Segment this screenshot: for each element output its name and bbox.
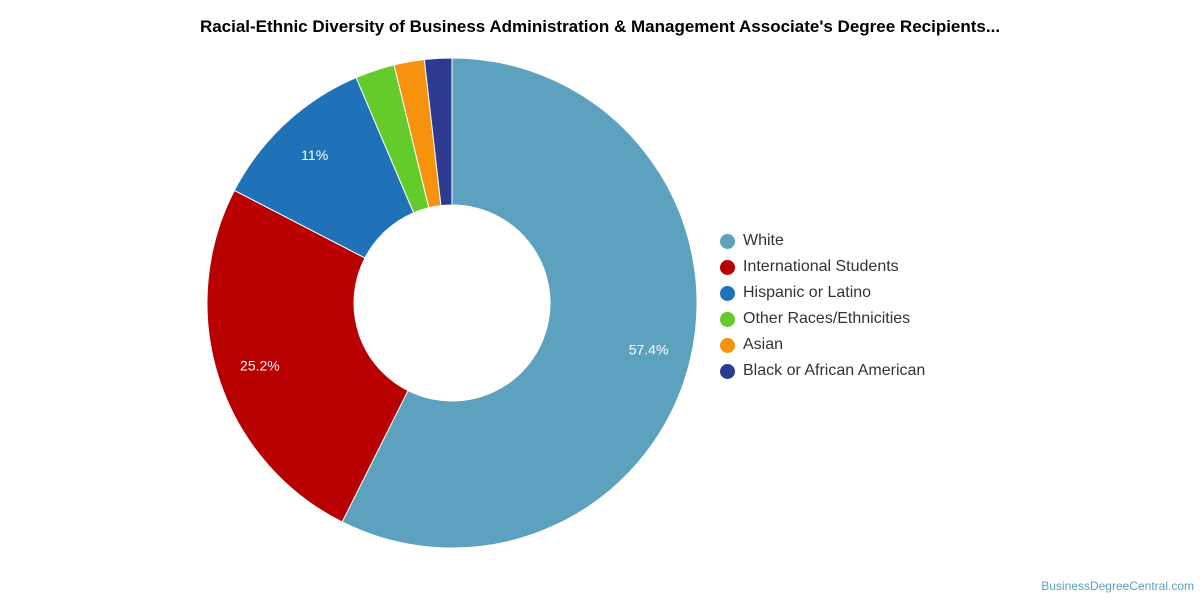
pie-slice[interactable] — [206, 189, 409, 523]
legend-item[interactable]: International Students — [720, 254, 925, 280]
legend-label: Other Races/Ethnicities — [743, 310, 911, 327]
watermark-text[interactable]: BusinessDegreeCentral.com — [1041, 579, 1194, 593]
legend-swatch — [720, 311, 735, 327]
legend-item[interactable]: Black or African American — [720, 358, 925, 384]
legend-label: Asian — [743, 336, 784, 353]
chart-title: Racial-Ethnic Diversity of Business Admi… — [199, 17, 1001, 36]
pie-slice[interactable] — [423, 57, 453, 207]
legend-swatch — [720, 337, 735, 353]
legend-swatch — [720, 233, 735, 249]
chart-legend: White International Students Hispanic or L… — [720, 228, 925, 384]
slice-data-label: 11% — [301, 147, 328, 163]
legend-item[interactable]: White — [720, 228, 925, 254]
pie-slice[interactable] — [341, 57, 698, 549]
legend-item[interactable]: Hispanic or Latino — [720, 280, 925, 306]
legend-label: Black or African American — [743, 362, 926, 379]
slice-data-label: 57.4% — [629, 342, 669, 358]
legend-label: International Students — [743, 258, 899, 275]
legend-item[interactable]: Other Races/Ethnicities — [720, 306, 925, 332]
legend-label: White — [743, 232, 784, 249]
legend-swatch — [720, 363, 735, 379]
slice-data-label: 25.2% — [240, 357, 280, 373]
legend-item[interactable]: Asian — [720, 332, 925, 358]
legend-swatch — [720, 259, 735, 275]
legend-label: Hispanic or Latino — [743, 284, 872, 301]
legend-swatch — [720, 285, 735, 301]
